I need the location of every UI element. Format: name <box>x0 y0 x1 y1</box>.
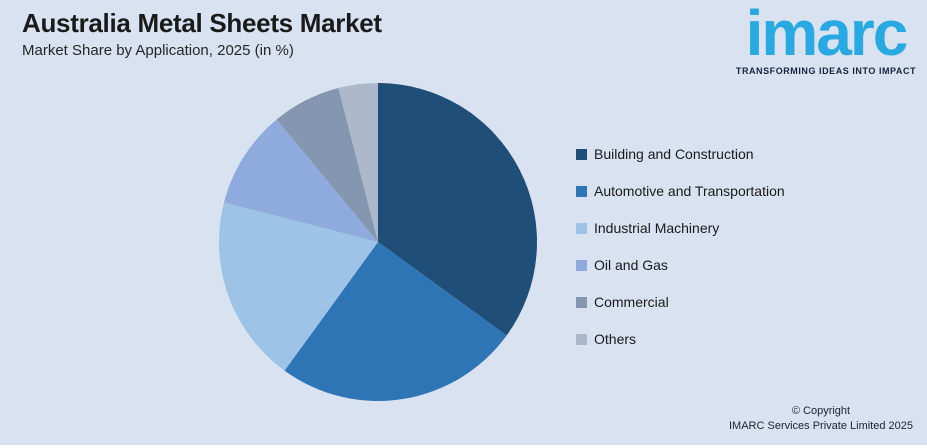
legend-swatch <box>576 296 587 308</box>
legend-item-commercial: Commercial <box>576 294 785 310</box>
legend-label: Others <box>594 331 637 347</box>
imarc-logo-tagline: TRANSFORMING IDEAS INTO IMPACT <box>735 66 917 76</box>
imarc-logo: imarc TRANSFORMING IDEAS INTO IMPACT <box>731 0 921 76</box>
legend-item-others: Others <box>576 331 785 347</box>
page-subtitle: Market Share by Application, 2025 (in %) <box>22 42 294 59</box>
legend-swatch <box>576 185 587 197</box>
pie-slice-6 <box>338 83 378 242</box>
legend-swatch <box>576 222 587 234</box>
pie-slice-3 <box>219 202 378 371</box>
pie-chart-svg <box>219 83 537 401</box>
legend-item-oil-and-gas: Oil and Gas <box>576 257 785 273</box>
legend-swatch <box>576 148 587 160</box>
pie-chart <box>219 83 537 401</box>
imarc-logo-text: imarc <box>745 0 909 69</box>
copyright-line-1: © Copyright <box>791 405 851 417</box>
legend-item-building-and-construction: Building and Construction <box>576 146 785 162</box>
pie-slice-4 <box>224 119 378 242</box>
legend-item-automotive-and-transportation: Automotive and Transportation <box>576 183 785 199</box>
legend-label: Building and Construction <box>594 146 754 162</box>
pie-slice-1 <box>378 83 537 336</box>
copyright-line-2: IMARC Services Private Limited 2025 <box>728 420 913 432</box>
legend-item-industrial-machinery: Industrial Machinery <box>576 220 785 236</box>
pie-slice-5 <box>276 88 378 242</box>
copyright-notice: © Copyright IMARC Services Private Limit… <box>729 404 913 434</box>
page-title: Australia Metal Sheets Market <box>22 8 382 38</box>
bottom-edge-strip <box>0 445 927 448</box>
legend-label: Industrial Machinery <box>594 220 720 236</box>
legend-swatch <box>576 259 587 271</box>
legend-label: Commercial <box>594 294 669 310</box>
legend-label: Oil and Gas <box>594 257 668 273</box>
legend-label: Automotive and Transportation <box>594 183 785 199</box>
chart-legend: Building and Construction Automotive and… <box>576 146 785 368</box>
pie-slice-2 <box>284 242 507 401</box>
legend-swatch <box>576 333 587 345</box>
